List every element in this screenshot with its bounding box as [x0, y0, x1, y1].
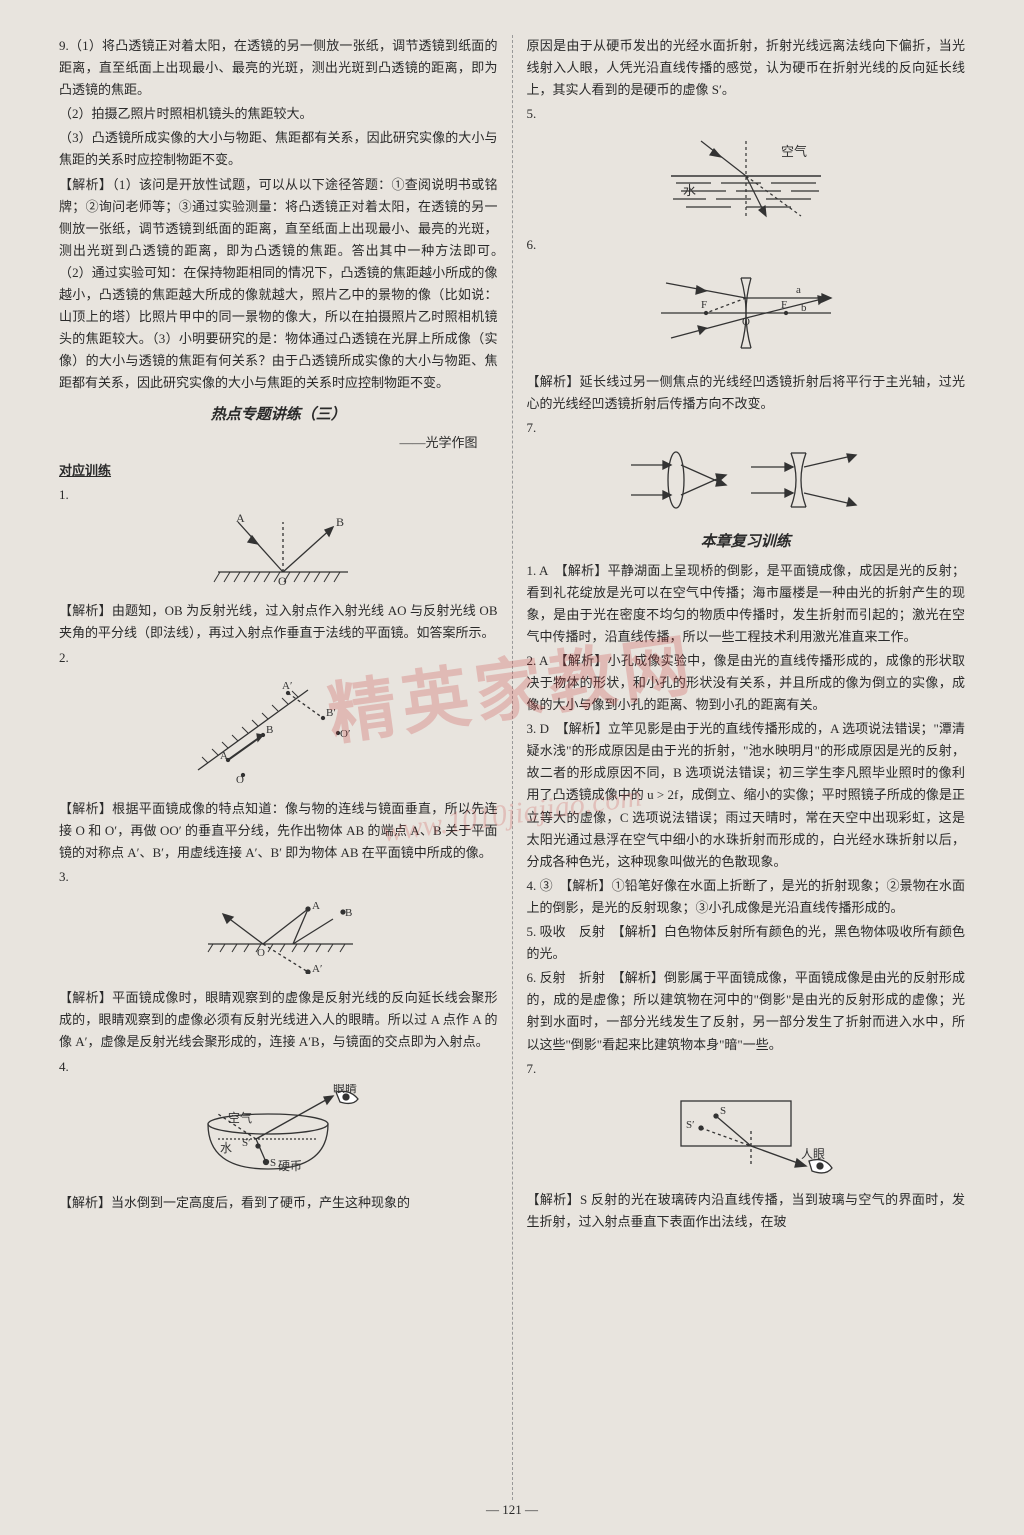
- label-water: 水: [220, 1141, 232, 1155]
- svg-text:b: b: [801, 302, 807, 314]
- q9-part2: （2）拍摄乙照片时照相机镜头的焦距较大。: [59, 103, 498, 125]
- continuation-text: 原因是由于从硬币发出的光经水面折射，折射光线远离法线向下偏折，当光线射入人眼，人…: [527, 35, 966, 101]
- review-2: 2. A 【解析】小孔成像实验中，像是由光的直线传播形成的，成像的形状取决于物体…: [527, 650, 966, 716]
- review-7-explanation: 【解析】S 反射的光在玻璃砖内沿直线传播，当到玻璃与空气的界面时，发生折射，过入…: [527, 1189, 966, 1233]
- label-air: 空气: [228, 1110, 252, 1125]
- svg-text:B: B: [345, 907, 352, 919]
- q5-number: 5.: [527, 103, 966, 125]
- label-human-eye: 人眼: [801, 1147, 825, 1161]
- label-water5: 水: [683, 183, 696, 198]
- q2-explanation: 【解析】根据平面镜成像的特点知道：像与物的连线与镜面垂直，所以先连接 O 和 O…: [59, 798, 498, 864]
- q4-explanation: 【解析】当水倒到一定高度后，看到了硬币，产生这种现象的: [59, 1192, 498, 1214]
- svg-text:A: A: [220, 750, 228, 762]
- svg-text:S′: S′: [242, 1137, 251, 1149]
- label-coin: 硬币: [278, 1159, 302, 1173]
- label-eye: 眼睛: [333, 1084, 357, 1095]
- right-column: 原因是由于从硬币发出的光经水面折射，折射光线远离法线向下偏折，当光线射入人眼，人…: [513, 35, 980, 1500]
- svg-text:O′: O′: [340, 728, 350, 740]
- q1-explanation: 【解析】由题知，OB 为反射光线，过入射点作入射光线 AO 与反射光线 OB 夹…: [59, 600, 498, 644]
- diagram-q4-bowl: 眼睛 空气 水 硬币 S S′: [59, 1084, 498, 1186]
- svg-text:O: O: [257, 947, 265, 959]
- page-number: — 121 —: [486, 1499, 538, 1521]
- diagram-q2: A B O A′ B′ O′: [59, 675, 498, 792]
- q3-number: 3.: [59, 866, 498, 888]
- svg-text:a: a: [796, 284, 801, 296]
- left-column: 9.（1）将凸透镜正对着太阳，在透镜的另一侧放一张纸，调节透镜到纸面的距离，直至…: [45, 35, 513, 1500]
- q4-number: 4.: [59, 1056, 498, 1078]
- svg-text:B′: B′: [326, 707, 336, 719]
- svg-text:S: S: [270, 1157, 276, 1169]
- diagram-r7: S S′ 人眼: [527, 1086, 966, 1183]
- q9-explanation: 【解析】（1）该问是开放性试题，可以从以下途径答题：①查阅说明书或铭牌；②询问老…: [59, 174, 498, 395]
- section-subtitle: ——光学作图: [59, 432, 498, 454]
- svg-text:A′: A′: [312, 963, 322, 974]
- label-O: O: [278, 574, 287, 587]
- review-title: 本章复习训练: [527, 530, 966, 556]
- q9-part3: （3）凸透镜所成实像的大小与物距、焦距都有关系，因此研究实像的大小与焦距的关系时…: [59, 127, 498, 171]
- two-column-layout: 9.（1）将凸透镜正对着太阳，在透镜的另一侧放一张纸，调节透镜到纸面的距离，直至…: [45, 35, 979, 1500]
- svg-text:A: A: [312, 900, 320, 912]
- svg-text:A′: A′: [282, 680, 292, 692]
- diagram-q1: A O B: [59, 512, 498, 594]
- svg-text:O: O: [236, 774, 244, 785]
- svg-text:S′: S′: [686, 1119, 695, 1131]
- q6-explanation: 【解析】延长线过另一侧焦点的光线经凹透镜折射后将平行于主光轴，过光心的光线经凹透…: [527, 371, 966, 415]
- diagram-q5: 空气 水: [527, 131, 966, 228]
- review-7-number: 7.: [527, 1058, 966, 1080]
- svg-text:F: F: [701, 299, 707, 311]
- q9-part1: 9.（1）将凸透镜正对着太阳，在透镜的另一侧放一张纸，调节透镜到纸面的距离，直至…: [59, 35, 498, 101]
- diagram-q7-lenses: [527, 445, 966, 522]
- label-B: B: [336, 515, 344, 529]
- section-title: 热点专题讲练（三）: [59, 403, 498, 429]
- review-3: 3. D 【解析】立竿见影是由于光的直线传播形成的，A 选项说法错误；"潭清疑水…: [527, 718, 966, 873]
- svg-text:B: B: [266, 724, 273, 736]
- svg-text:O: O: [742, 316, 750, 328]
- label-air5: 空气: [781, 144, 807, 159]
- q7-number: 7.: [527, 417, 966, 439]
- label-A: A: [236, 512, 245, 525]
- q3-explanation: 【解析】平面镜成像时，眼睛观察到的虚像是反射光线的反向延长线会聚形成的，眼睛观察…: [59, 987, 498, 1053]
- review-5: 5. 吸收 反射 【解析】白色物体反射所有颜色的光，黑色物体吸收所有颜色的光。: [527, 921, 966, 965]
- svg-text:F: F: [781, 299, 787, 311]
- training-label: 对应训练: [59, 460, 498, 482]
- svg-text:S: S: [720, 1105, 726, 1117]
- review-4: 4. ③ 【解析】①铅笔好像在水面上折断了，是光的折射现象；②景物在水面上的倒影…: [527, 875, 966, 919]
- q6-number: 6.: [527, 234, 966, 256]
- review-1: 1. A 【解析】平静湖面上呈现桥的倒影，是平面镜成像，成因是光的反射；看到礼花…: [527, 560, 966, 648]
- diagram-q6: F O F a b: [527, 263, 966, 365]
- q2-number: 2.: [59, 647, 498, 669]
- review-6: 6. 反射 折射 【解析】倒影属于平面镜成像，平面镜成像是由光的反射形成的，成的…: [527, 967, 966, 1055]
- diagram-q3: B A O A′: [59, 894, 498, 981]
- q1-number: 1.: [59, 484, 498, 506]
